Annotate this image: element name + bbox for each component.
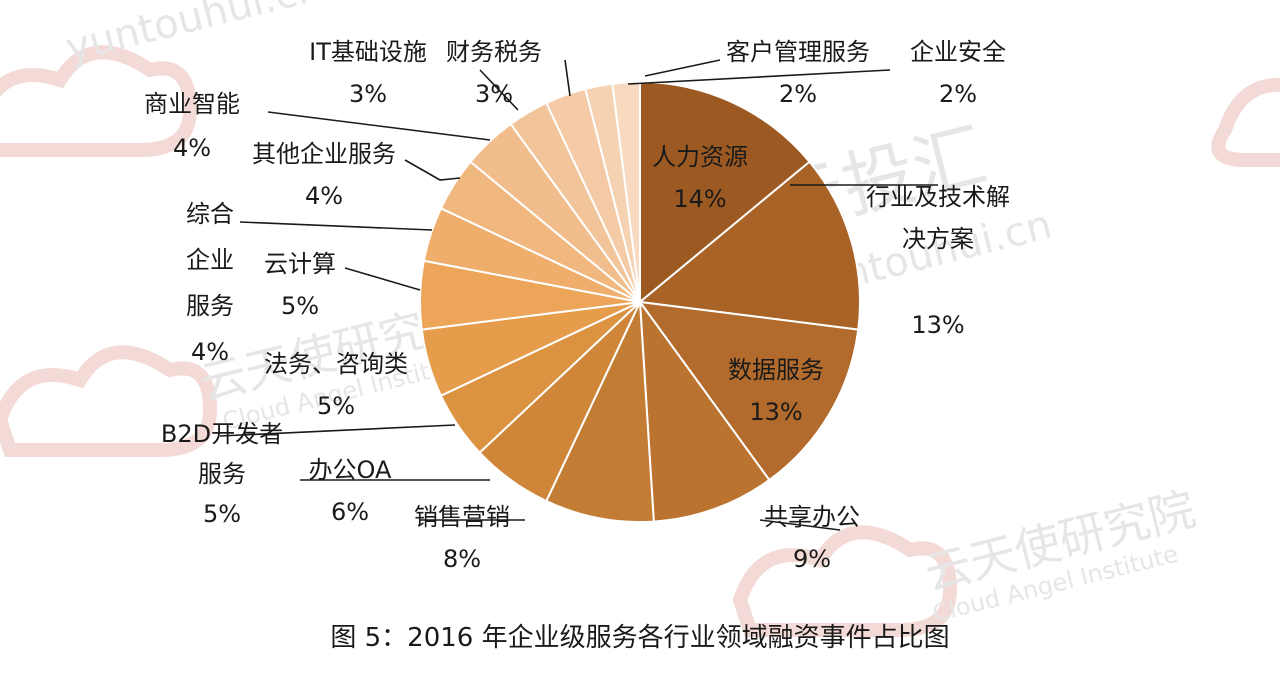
pie-slice <box>638 298 771 523</box>
slice-label: 企业 <box>186 246 234 274</box>
cloud-logo-icon <box>0 45 198 157</box>
slice-label: 客户管理服务 <box>726 38 870 66</box>
leader-line <box>564 59 571 97</box>
slice-label: 云计算 <box>264 250 336 278</box>
slice-percent-label: 5% <box>281 292 319 320</box>
chart-title: 图 5：2016 年企业级服务各行业领域融资事件占比图 <box>330 623 949 653</box>
slice-label: 服务 <box>198 460 246 488</box>
slice-label: 人力资源 <box>652 143 748 171</box>
slice-percent-label: 3% <box>475 80 513 108</box>
slice-percent-label: 4% <box>191 338 229 366</box>
slice-percent-label: 13% <box>749 398 802 426</box>
slice-label: 共享办公 <box>764 503 860 531</box>
slice-percent-label: 2% <box>939 80 977 108</box>
slice-label: 决方案 <box>902 225 974 253</box>
cloud-logo-icon <box>0 345 218 457</box>
slice-percent-label: 5% <box>317 392 355 420</box>
pie-slice <box>637 160 861 331</box>
slice-label: 销售营销 <box>414 503 510 531</box>
slice-percent-label: 9% <box>793 545 831 573</box>
slice-percent-label: 2% <box>779 80 817 108</box>
leader-lines <box>219 59 938 531</box>
slice-label: 综合 <box>186 200 234 228</box>
leader-line <box>759 519 841 531</box>
slice-label: 服务 <box>186 292 234 320</box>
slice-label: 企业安全 <box>910 38 1006 66</box>
pie-slice <box>544 301 655 523</box>
slice-percent-label: 13% <box>911 311 964 339</box>
watermark-brand-latin: yuntouhui.cn <box>61 0 326 72</box>
slice-label: 财务税务 <box>446 38 542 66</box>
cloud-logo-icon <box>732 525 958 637</box>
pie-slice <box>637 300 860 482</box>
slice-percent-label: 8% <box>443 545 481 573</box>
slice-percent-label: 6% <box>331 498 369 526</box>
slice-percent-label: 4% <box>173 134 211 162</box>
leader-line <box>239 221 433 231</box>
pie-slice <box>611 80 641 303</box>
slice-label: IT基础设施 <box>309 38 427 66</box>
slice-label: 法务、咨询类 <box>264 350 408 378</box>
leader-line <box>344 267 421 291</box>
leader-line <box>219 424 456 437</box>
slice-label: 数据服务 <box>728 356 824 384</box>
slice-label: 办公OA <box>309 456 392 484</box>
leader-line <box>479 69 519 111</box>
pie-slices <box>419 80 861 523</box>
cloud-logo-icon <box>1211 78 1280 167</box>
slice-label: 其他企业服务 <box>252 140 396 168</box>
slice-percent-label: 3% <box>349 80 387 108</box>
leader-line <box>644 59 721 77</box>
leader-line <box>627 69 891 85</box>
slice-percent-label: 14% <box>673 185 726 213</box>
slice-percent-label: 4% <box>305 182 343 210</box>
leader-line <box>267 111 491 141</box>
slice-label: B2D开发者 <box>161 420 283 448</box>
slice-percent-label: 5% <box>203 500 241 528</box>
slice-label: 行业及技术解 <box>866 183 1010 211</box>
leader-line <box>404 159 461 181</box>
slice-label: 商业智能 <box>144 90 240 118</box>
